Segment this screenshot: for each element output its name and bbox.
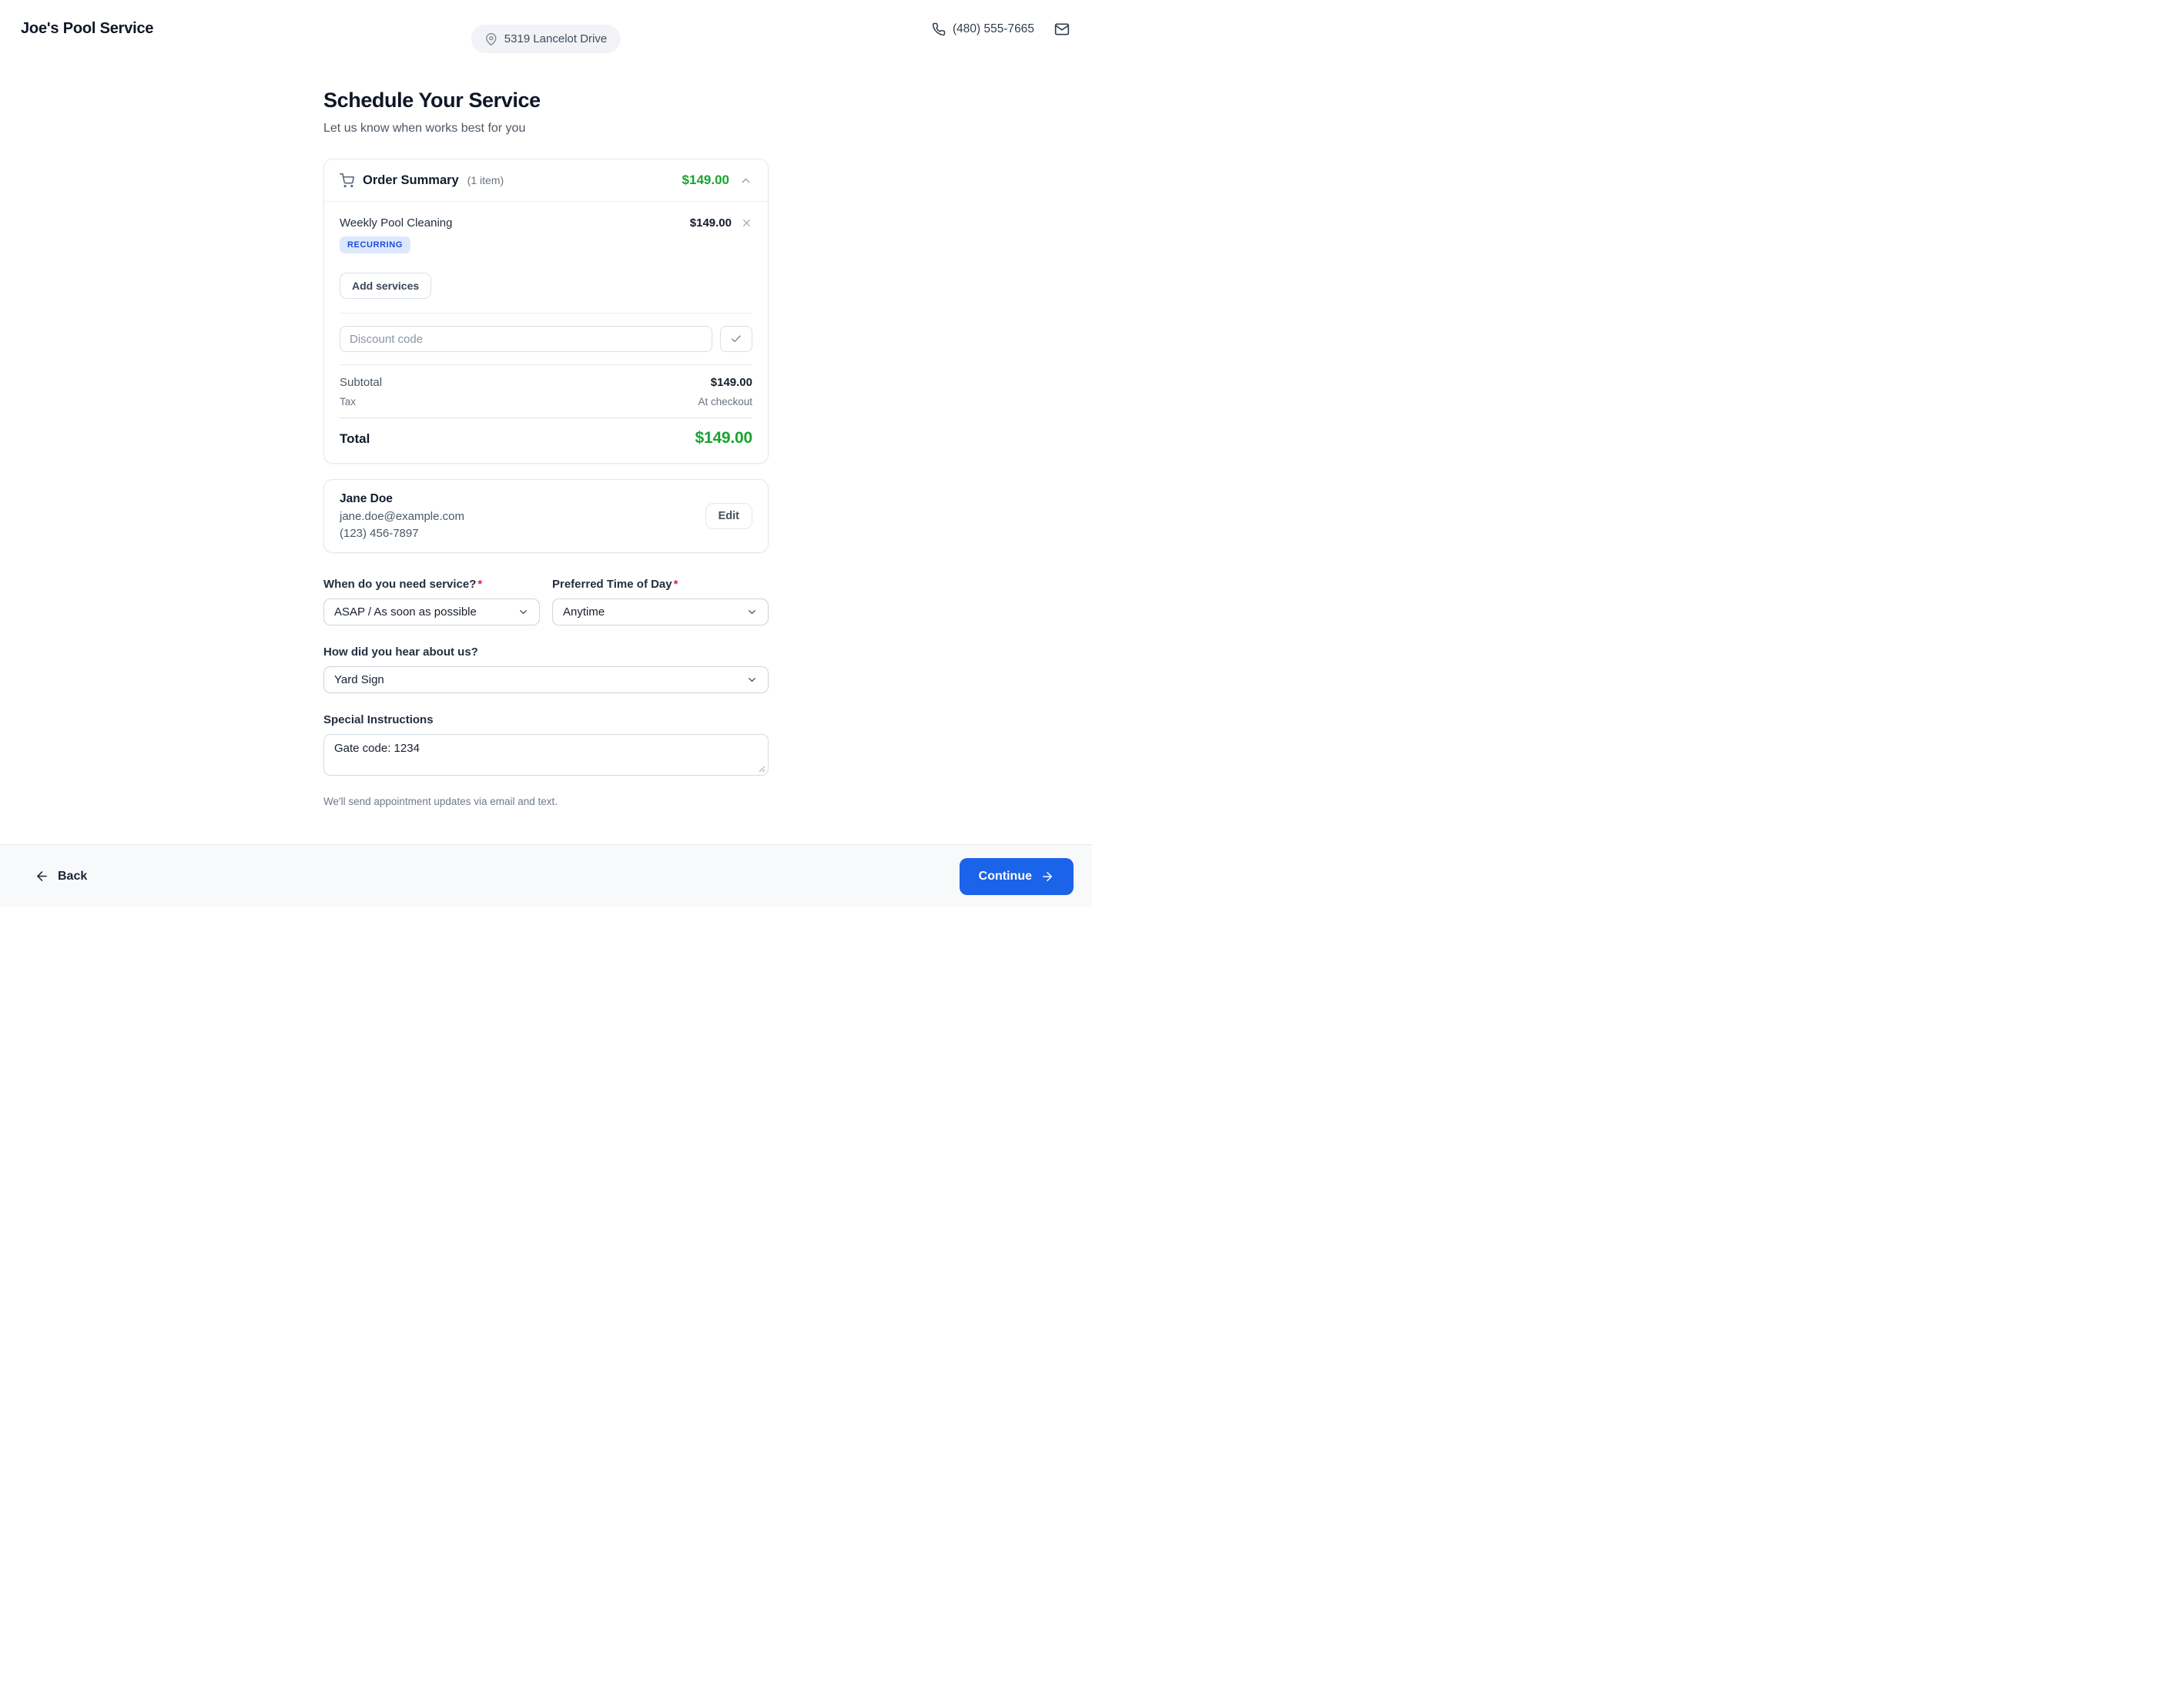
arrow-left-icon <box>35 869 49 884</box>
total-label: Total <box>340 431 370 446</box>
recurring-badge: RECURRING <box>340 236 411 253</box>
service-timing-value: ASAP / As soon as possible <box>334 605 477 619</box>
chevron-up-icon[interactable] <box>739 174 752 187</box>
order-summary-title: Order Summary <box>363 173 459 187</box>
order-item-count: (1 item) <box>467 174 504 186</box>
preferred-time-value: Anytime <box>563 605 605 619</box>
preferred-time-label: Preferred Time of Day * <box>552 578 678 591</box>
referral-field: How did you hear about us? Yard Sign <box>323 645 769 693</box>
contact-phone: (123) 456-7897 <box>340 527 419 540</box>
preferred-time-select[interactable]: Anytime <box>552 599 769 625</box>
edit-contact-button[interactable]: Edit <box>705 503 752 529</box>
order-item-info: Weekly Pool Cleaning RECURRING <box>340 216 452 253</box>
divider <box>340 417 752 418</box>
chevron-down-icon <box>746 606 758 618</box>
subtotal-row: Subtotal $149.00 <box>340 376 752 389</box>
phone-icon <box>932 22 946 36</box>
header-phone-link[interactable]: (480) 555-7665 <box>932 22 1034 36</box>
special-instructions-label: Special Instructions <box>323 713 434 726</box>
discount-row <box>340 326 752 352</box>
address-pill[interactable]: 5319 Lancelot Drive <box>471 25 621 53</box>
header-contact-group: (480) 555-7665 <box>932 22 1070 37</box>
card-divider <box>324 201 768 202</box>
tax-label: Tax <box>340 396 357 407</box>
updates-footnote: We'll send appointment updates via email… <box>323 796 558 807</box>
add-services-button[interactable]: Add services <box>340 273 432 299</box>
continue-button[interactable]: Continue <box>959 857 1074 895</box>
chevron-down-icon <box>746 674 758 686</box>
tax-row: Tax At checkout <box>340 396 752 407</box>
arrow-right-icon <box>1040 870 1054 884</box>
service-timing-field: When do you need service? * ASAP / As soo… <box>323 578 540 625</box>
order-item-name: Weekly Pool Cleaning <box>340 216 453 230</box>
chevron-down-icon <box>518 606 529 618</box>
continue-button-label: Continue <box>978 869 1032 883</box>
subtotal-value: $149.00 <box>710 376 752 389</box>
tax-value: At checkout <box>698 396 752 407</box>
apply-discount-button[interactable] <box>720 326 752 352</box>
service-timing-label: When do you need service? * <box>323 578 483 591</box>
page-title: Schedule Your Service <box>323 89 541 112</box>
check-icon <box>730 333 742 345</box>
referral-label: How did you hear about us? <box>323 645 478 659</box>
mail-icon[interactable] <box>1054 22 1070 37</box>
order-item-right: $149.00 <box>690 216 752 230</box>
subtotal-label: Subtotal <box>340 376 383 389</box>
total-value: $149.00 <box>695 429 752 447</box>
referral-value: Yard Sign <box>334 673 384 686</box>
contact-info: Jane Doe jane.doe@example.com (123) 456-… <box>340 492 464 540</box>
order-header-total: $149.00 <box>682 173 729 187</box>
order-summary-card: Order Summary (1 item) $149.00 Weekly Po… <box>323 159 769 464</box>
special-instructions-wrap: Gate code: 1234 <box>323 734 769 776</box>
special-instructions-field: Special Instructions Gate code: 1234 <box>323 713 769 776</box>
divider <box>340 313 752 314</box>
back-button[interactable]: Back <box>35 869 87 884</box>
contact-email: jane.doe@example.com <box>340 510 464 523</box>
preferred-time-field: Preferred Time of Day * Anytime <box>552 578 769 625</box>
cart-icon <box>340 173 354 188</box>
top-header: Joe's Pool Service 5319 Lancelot Drive (… <box>0 0 1092 58</box>
total-row: Total $149.00 <box>340 429 752 448</box>
page-subtitle: Let us know when works best for you <box>323 122 526 135</box>
order-item-row: Weekly Pool Cleaning RECURRING $149.00 <box>340 216 752 253</box>
special-instructions-textarea[interactable]: Gate code: 1234 <box>323 734 769 776</box>
main-content: Schedule Your Service Let us know when w… <box>323 89 769 907</box>
required-asterisk: * <box>673 578 678 591</box>
location-pin-icon <box>485 32 497 45</box>
header-phone-number: (480) 555-7665 <box>953 22 1034 35</box>
referral-select[interactable]: Yard Sign <box>323 666 769 693</box>
address-pill-label: 5319 Lancelot Drive <box>504 32 608 45</box>
order-item-price: $149.00 <box>689 216 732 230</box>
brand-title: Joe's Pool Service <box>21 20 154 37</box>
discount-code-input[interactable] <box>340 326 712 352</box>
schedule-form-row: When do you need service? * ASAP / As soo… <box>323 578 769 625</box>
contact-card: Jane Doe jane.doe@example.com (123) 456-… <box>323 479 769 553</box>
remove-item-icon[interactable] <box>741 217 752 229</box>
order-summary-body: Weekly Pool Cleaning RECURRING $149.00 A… <box>324 202 768 463</box>
back-button-label: Back <box>58 869 88 883</box>
required-asterisk: * <box>477 578 483 591</box>
service-timing-select[interactable]: ASAP / As soon as possible <box>323 599 540 625</box>
order-summary-header[interactable]: Order Summary (1 item) $149.00 <box>324 159 768 201</box>
contact-name: Jane Doe <box>340 492 393 505</box>
footer-bar: Back Continue <box>0 844 1092 907</box>
divider <box>340 364 752 365</box>
